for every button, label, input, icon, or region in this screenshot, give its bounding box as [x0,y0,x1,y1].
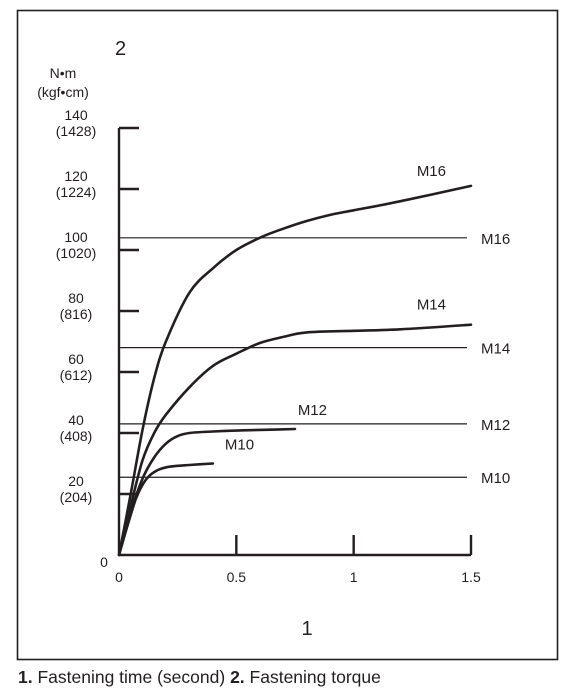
y-tick-sublabel-140: (1428) [56,123,96,139]
y-tick-label-0: 0 [100,554,108,570]
x-axis-callout: 1 [301,618,312,640]
x-tick-label-0: 0 [115,569,123,585]
y-tick-label-120: 120 [64,168,88,184]
curve-M12 [117,427,297,557]
y-tick-sublabel-20: (204) [60,489,93,505]
caption-fastening-torque: Fastening torque [244,667,381,687]
curve-label-M10: M10 [225,437,254,454]
y-tick-sublabel-80: (816) [60,306,93,322]
x-tick-label-1: 1 [350,569,358,585]
caption-number-2: 2. [230,667,245,687]
curve-M16 [117,184,473,557]
y-tick-label-60: 60 [68,351,84,367]
threshold-label-M12: M12 [481,417,510,434]
curve-label-M16: M16 [417,163,446,180]
curve-M14 [117,323,473,557]
y-tick-label-140: 140 [64,107,88,123]
threshold-label-M16: M16 [481,231,510,248]
y-tick-label-40: 40 [68,412,84,428]
y-axis-callout: 2 [115,38,126,60]
x-tick-label-0.5: 0.5 [227,569,247,585]
threshold-label-M10: M10 [481,470,510,487]
y-tick-label-20: 20 [68,473,84,489]
y-tick-sublabel-120: (1224) [56,184,96,200]
y-tick-sublabel-100: (1020) [56,245,96,261]
figure-border [16,9,559,661]
y-tick-label-80: 80 [68,290,84,306]
curve-label-M12: M12 [298,402,327,419]
caption-number-1: 1. [18,667,33,687]
curve-label-M14: M14 [417,297,446,314]
caption-fastening-time: Fastening time (second) [32,667,231,687]
y-tick-sublabel-60: (612) [60,367,93,383]
threshold-label-M14: M14 [481,341,510,358]
y-tick-label-100: 100 [64,229,88,245]
y-unit-secondary: (kgf•cm) [37,84,89,100]
y-unit-primary: N•m [50,65,77,81]
y-tick-sublabel-40: (408) [60,428,93,444]
x-tick-label-1.5: 1.5 [461,569,481,585]
plot-area: 0 20(204) 40(408) 60(612) 80(816) 100(1020) 12… [56,107,510,585]
figure-caption: 1. Fastening time (second) 2. Fastening … [18,667,381,688]
